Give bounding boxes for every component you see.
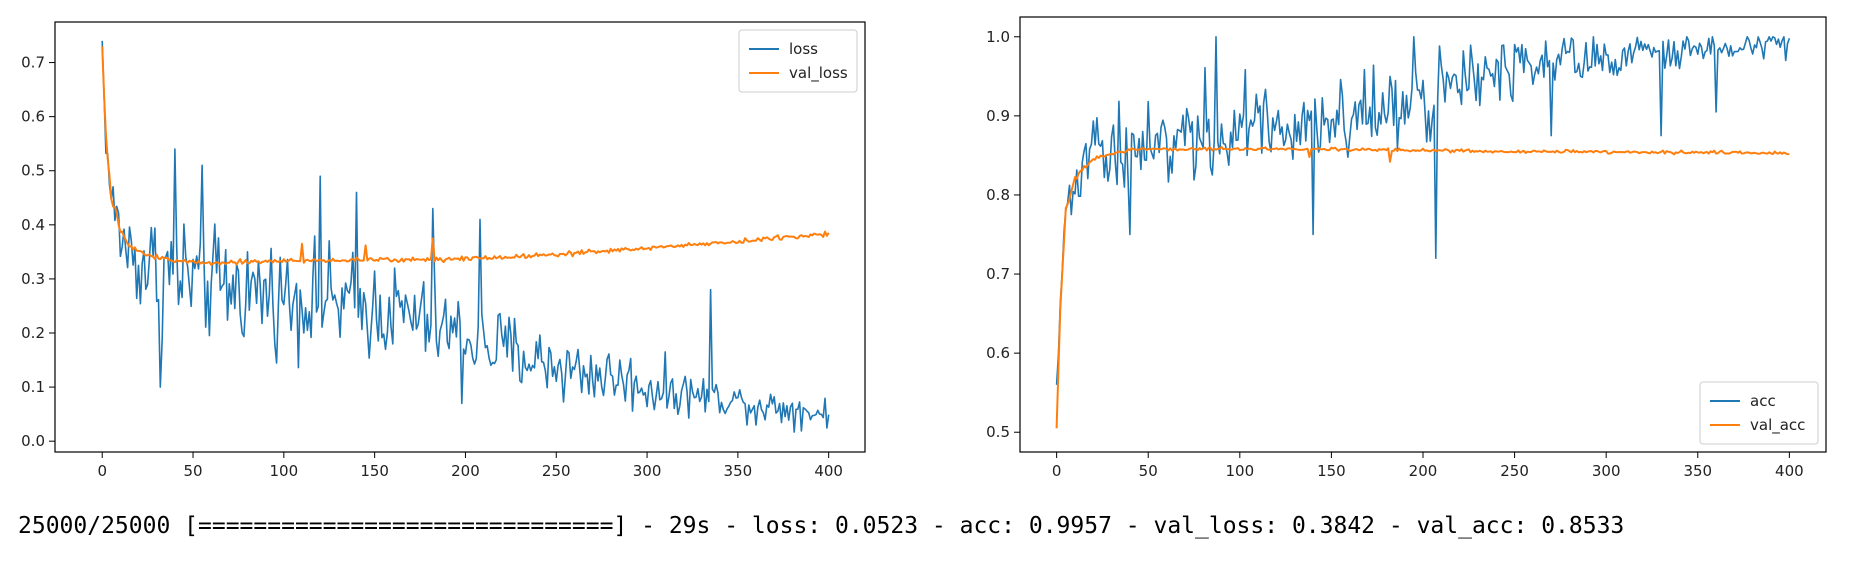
x-tick-label: 150 — [360, 462, 389, 480]
y-tick-label: 0.0 — [21, 432, 45, 450]
x-tick-label: 50 — [1139, 462, 1158, 480]
series-line-val_loss — [101, 46, 830, 266]
x-tick-label: 350 — [724, 462, 753, 480]
y-tick-label: 0.5 — [986, 423, 1010, 441]
y-tick-label: 0.9 — [986, 107, 1010, 125]
y-tick-label: 0.1 — [21, 378, 45, 396]
y-tick-label: 0.6 — [986, 344, 1010, 362]
x-tick-label: 0 — [1052, 462, 1062, 480]
y-tick-label: 0.3 — [21, 270, 45, 288]
x-tick-label: 50 — [183, 462, 202, 480]
training-log-line: 25000/25000 [===========================… — [18, 513, 1625, 539]
x-tick-label: 150 — [1317, 462, 1346, 480]
x-tick-label: 400 — [814, 462, 843, 480]
legend-label-val_loss: val_loss — [789, 64, 848, 83]
x-tick-label: 350 — [1683, 462, 1712, 480]
x-tick-label: 100 — [270, 462, 299, 480]
x-tick-label: 0 — [97, 462, 107, 480]
legend-box — [1699, 381, 1819, 445]
series-line-loss — [101, 40, 830, 433]
x-tick-label: 300 — [1592, 462, 1621, 480]
y-tick-label: 1.0 — [986, 28, 1010, 46]
x-tick-label: 100 — [1225, 462, 1254, 480]
y-tick-label: 0.4 — [21, 216, 45, 234]
legend-label-val_acc: val_acc — [1750, 416, 1805, 435]
y-tick-label: 0.6 — [21, 108, 45, 126]
y-tick-label: 0.7 — [986, 265, 1010, 283]
x-tick-label: 200 — [451, 462, 480, 480]
accuracy-chart: 0 50 100 150 200 250 300 350 400 0.5 0.6 0.7 0.8 0.9 1… — [986, 16, 1827, 480]
series-line-acc — [1055, 35, 1791, 385]
legend: acc val_acc — [1699, 381, 1819, 445]
series-line-val_acc — [1055, 146, 1790, 429]
loss-chart: 0 50 100 150 200 250 300 350 400 0.0 0.1 0.2 0.3 0.4 0… — [21, 21, 866, 480]
x-tick-label: 400 — [1775, 462, 1804, 480]
legend-label-loss: loss — [789, 40, 818, 58]
x-tick-label: 250 — [1500, 462, 1529, 480]
y-tick-label: 0.8 — [986, 186, 1010, 204]
plot-frame — [54, 21, 866, 453]
y-tick-label: 0.7 — [21, 54, 45, 72]
x-tick-label: 200 — [1409, 462, 1438, 480]
y-tick-label: 0.2 — [21, 324, 45, 342]
legend-label-acc: acc — [1750, 392, 1776, 410]
x-tick-label: 250 — [542, 462, 571, 480]
legend-box — [738, 29, 858, 93]
x-tick-label: 300 — [633, 462, 662, 480]
legend: loss val_loss — [738, 29, 858, 93]
training-curves: 0 50 100 150 200 250 300 350 400 0.0 0.1 0.2 0.3 0.4 0… — [21, 16, 1827, 480]
y-tick-label: 0.5 — [21, 162, 45, 180]
